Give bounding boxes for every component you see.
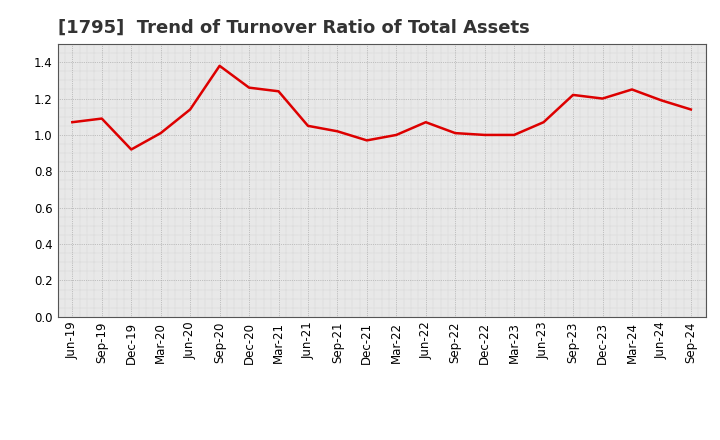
Text: [1795]  Trend of Turnover Ratio of Total Assets: [1795] Trend of Turnover Ratio of Total … — [58, 19, 529, 37]
